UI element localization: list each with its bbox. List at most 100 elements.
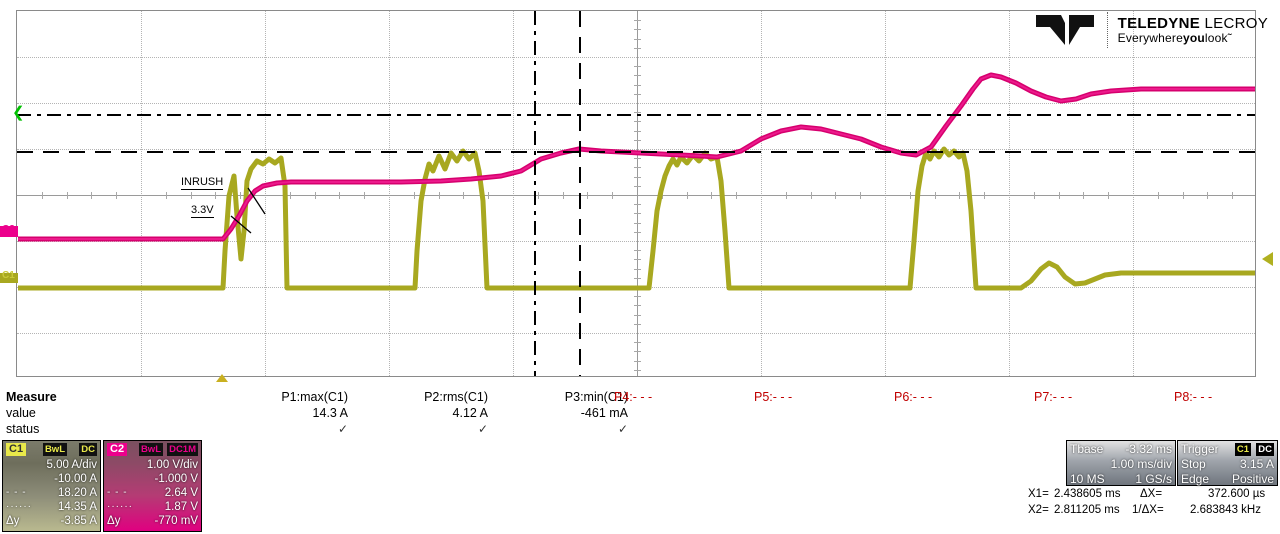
timebase-scale[interactable]: 1.00 ms/div [1110,457,1172,471]
cursor-readout-row-1: X1= 2.438605 ms ΔX= 372.600 µs [1028,488,1280,504]
measure-p3-status-icon: ✓ [617,422,628,436]
c2-cursor2-marker: ······ [107,501,133,512]
measure-p5-name[interactable]: P5:- - - [754,390,793,404]
gridline-v [389,11,390,376]
channel-marker-c1[interactable] [0,273,18,283]
gridline-h [17,103,1255,104]
annotation-3v3: 3.3V [191,204,214,218]
channel-marker-c2[interactable] [0,226,18,237]
waveform-graticule[interactable]: INRUSH 3.3V [16,10,1256,377]
timebase-memory[interactable]: 10 MS [1070,472,1105,486]
gridline-h [17,149,1255,150]
teledyne-chevron-icon [1035,15,1094,45]
gridline-h [17,333,1255,334]
measure-p3-name[interactable]: P3:min(C1) [564,390,628,404]
cursor-invdx-label: 1/ΔX= [1132,504,1164,516]
cursor-vertical-x1[interactable] [534,11,536,376]
c2-cursor2-value: 1.87 V [164,501,198,513]
cursor-readout-row-2: X2= 2.811205 ms 1/ΔX= 2.683843 kHz [1028,504,1280,520]
measure-p3-value: -461 mA [580,406,628,420]
annotation-inrush: INRUSH [181,176,224,190]
trigger-source-badge[interactable]: C1 [1234,443,1251,456]
c1-cursor2-marker: ······ [6,501,32,512]
channel-marker-c2-label: C2 [2,224,15,235]
logo-brand: TELEDYNE LECROY [1117,14,1268,32]
c2-bwl-badge[interactable]: BwL [138,443,163,456]
measure-value-label: value [6,406,36,420]
cursor-x1-value: 2.438605 ms [1054,488,1121,500]
gridline-h-center [17,195,1255,196]
c1-bwl-badge[interactable]: BwL [42,443,67,456]
c1-badge: C1 [6,443,27,456]
c2-delta-value: -770 mV [154,515,198,527]
c1-cursor1-marker: - - - [6,487,27,498]
measure-status-label: status [6,422,40,436]
measure-title: Measure [6,390,57,404]
logo-tagline-you: you [1182,30,1205,45]
trigger-label: Trigger [1181,442,1219,456]
logo-tagline-everywhere: Everywhere [1117,30,1183,45]
measure-p1-name[interactable]: P1:max(C1) [281,390,348,404]
cursor-dx-value: 372.600 µs [1208,488,1266,500]
trigger-type[interactable]: Edge [1181,472,1210,486]
measure-p7-name[interactable]: P7:- - - [1034,390,1073,404]
measure-p6-name[interactable]: P6:- - - [894,390,933,404]
cursor-horizontal-1[interactable] [17,114,1255,116]
channel-marker-c1-label: C1 [2,270,15,281]
logo-tagline-mark: ˜ [1227,30,1232,45]
waveform-traces [18,72,1255,291]
trigger-position-marker[interactable] [216,374,228,382]
logo-brand-lecroy: LECROY [1200,14,1268,32]
c1-cursor2-value: 14.35 A [57,501,97,513]
channel-descriptor-c2[interactable]: C2 BwL DC1M 1.00 V/div -1.000 V - - - 2.… [103,440,202,532]
logo-tagline: Everywhereyoulook˜ [1117,30,1268,45]
trigger-panel[interactable]: Trigger C1 DC Stop 3.15 A Edge Positive [1177,440,1278,486]
c2-coupling-badge[interactable]: DC1M [167,443,198,456]
c1-coupling-badge[interactable]: DC [79,443,97,456]
c2-cursor1-value: 2.64 V [164,487,198,499]
gridline-v [513,11,514,376]
cursor-invdx-value: 2.683843 kHz [1190,504,1261,516]
timebase-delay[interactable]: -3.32 ms [1125,442,1172,456]
gridline-v [141,11,142,376]
c1-vertical-scale[interactable]: 5.00 A/div [46,459,97,471]
measure-p1-status-icon: ✓ [337,422,348,436]
c1-vertical-offset[interactable]: -10.00 A [54,473,97,485]
channel-descriptor-c1[interactable]: C1 BwL DC 5.00 A/div -10.00 A - - - 18.2… [2,440,101,532]
gridline-v [885,11,886,376]
gridline-v [1133,11,1134,376]
c1-delta-label: Δy [6,515,20,527]
gridline-h [17,241,1255,242]
measurement-table: Measure P1:max(C1) P2:rms(C1) P3:min(C1)… [6,390,1274,436]
timebase-panel[interactable]: Tbase -3.32 ms 1.00 ms/div 10 MS 1 GS/s [1066,440,1176,486]
cursor-horizontal-2[interactable] [17,151,1255,153]
c2-vertical-offset[interactable]: -1.000 V [154,473,198,485]
trigger-level-arrow-icon[interactable]: ❮ [12,104,25,121]
c2-badge: C2 [107,443,128,456]
channel-marker-c1-right[interactable] [1262,252,1273,266]
measure-p4-name[interactable]: P4:- - - [614,390,653,404]
gridline-h [17,57,1255,58]
trace-c1 [18,146,1255,291]
measure-p2-status-icon: ✓ [477,422,488,436]
trigger-state[interactable]: Stop [1181,457,1206,471]
trigger-slope[interactable]: Positive [1231,472,1274,486]
cursor-vertical-x2[interactable] [579,11,581,376]
trace-c2-core [18,74,1255,240]
cursor-x2-label: X2= [1028,504,1049,516]
logo-brand-teledyne: TELEDYNE [1117,14,1201,32]
cursor-dx-label: ΔX= [1140,488,1163,500]
trigger-coupling-badge[interactable]: DC [1256,443,1274,456]
timebase-label: Tbase [1070,442,1104,456]
gridline-v [1009,11,1010,376]
trigger-level[interactable]: 3.15 A [1239,457,1274,471]
timebase-sample-rate[interactable]: 1 GS/s [1135,472,1172,486]
c2-delta-label: Δy [107,515,121,527]
gridline-v [761,11,762,376]
c2-vertical-scale[interactable]: 1.00 V/div [146,459,198,471]
measure-p2-name[interactable]: P2:rms(C1) [424,390,488,404]
logo-tagline-look: look [1204,30,1228,45]
measure-p8-name[interactable]: P8:- - - [1174,390,1213,404]
c1-delta-value: -3.85 A [60,515,97,527]
gridline-v-center [637,11,638,376]
